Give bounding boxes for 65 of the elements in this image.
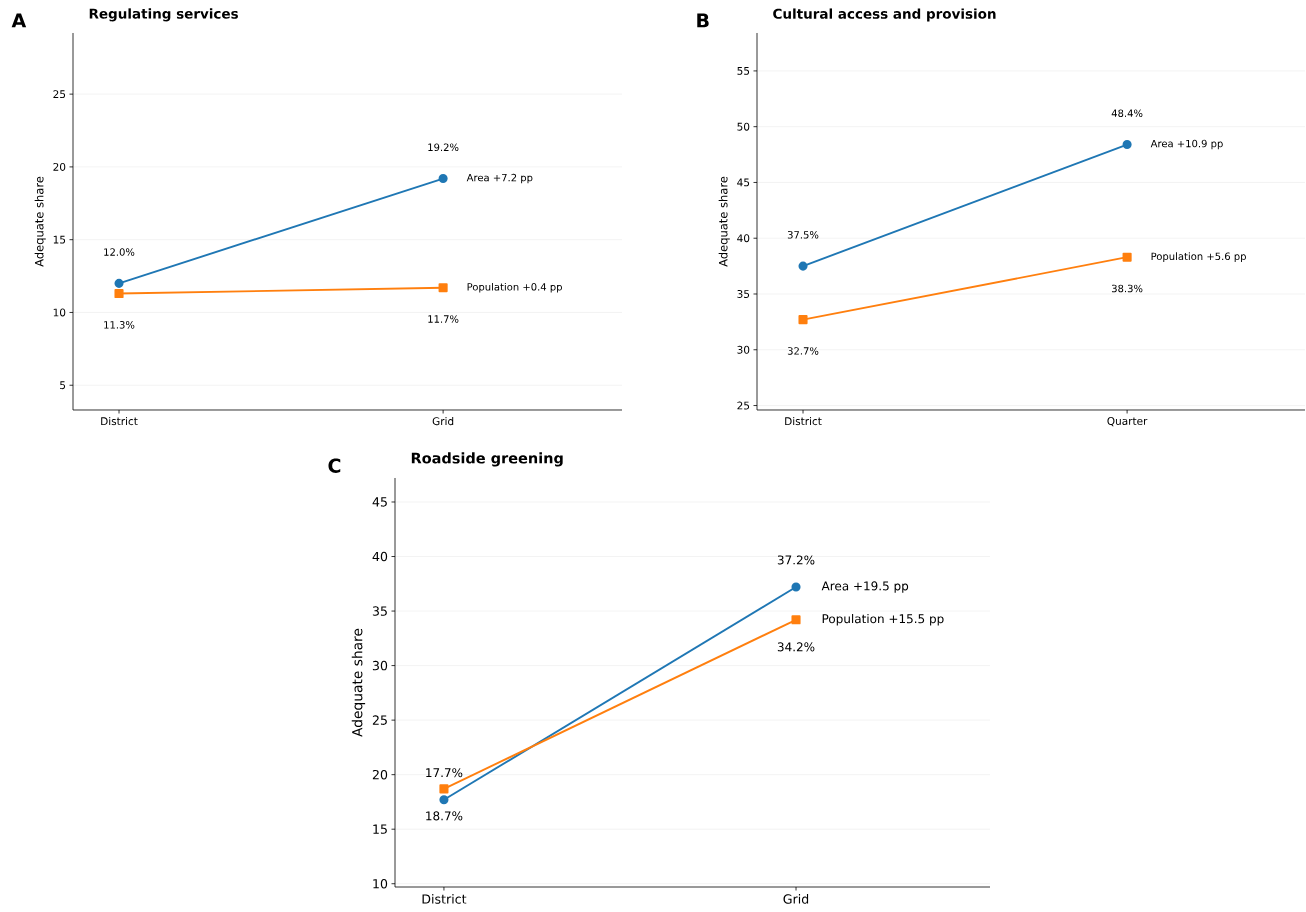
x-tick-label: Grid [432, 417, 454, 426]
text: A [11, 13, 27, 28]
y-tick-label: 10 [373, 878, 388, 889]
data-label: 37.2% [777, 555, 815, 565]
point [1122, 252, 1132, 262]
data-label: 32.7% [787, 347, 819, 355]
y-tick-label: 15 [53, 235, 66, 244]
chart-title: Regulating services [89, 8, 238, 22]
y-tick-label: 50 [737, 122, 750, 131]
point [791, 582, 801, 592]
data-label: 17.7% [426, 768, 463, 778]
point [438, 174, 448, 184]
point [798, 315, 808, 325]
x-tick-label: District [785, 417, 822, 426]
annotation: Area +19.5 pp [821, 581, 909, 593]
y-tick-label: 20 [372, 769, 388, 780]
y-tick-label: 25 [737, 401, 750, 410]
y-tick-label: 15 [373, 824, 387, 834]
y-axis-title: Adequate share [351, 628, 366, 737]
annotation: Population +5.6 pp [1151, 252, 1246, 263]
y-tick-label: 25 [372, 715, 387, 725]
data-label: 38.3% [1111, 284, 1143, 293]
y-tick-label: 20 [53, 162, 66, 171]
y-tick-label: 30 [372, 660, 388, 671]
data-label: 11.7% [428, 315, 459, 323]
x-tick-label: District [422, 894, 467, 904]
y-tick-label: 25 [53, 90, 66, 99]
text: C [328, 458, 341, 473]
annotation: Area +10.9 pp [1150, 139, 1223, 150]
y-tick-label: 10 [53, 308, 66, 317]
chart-title: Cultural access and provision [773, 8, 996, 22]
x-tick-label: Grid [783, 894, 809, 904]
point [114, 278, 124, 288]
data-label: 19.2% [428, 143, 459, 152]
data-label: 37.5% [787, 231, 819, 239]
chart-title: Roadside greening [411, 452, 563, 467]
point [798, 261, 808, 271]
y-tick-label: 40 [737, 234, 750, 243]
point [114, 289, 124, 299]
data-label: 12.0% [104, 248, 135, 256]
text: B [697, 13, 709, 28]
y-tick-label: 35 [737, 290, 750, 298]
y-tick-label: 5 [60, 381, 66, 390]
x-tick-label: District [101, 417, 138, 426]
data-label: 48.4% [1111, 109, 1143, 118]
data-label: 11.3% [104, 321, 135, 329]
point [439, 784, 449, 794]
y-tick-label: 35 [372, 606, 387, 616]
point [439, 795, 449, 805]
annotation: Population +15.5 pp [822, 613, 944, 626]
data-label: 18.7% [426, 811, 463, 821]
x-tick-label: Quarter [1107, 417, 1148, 427]
y-axis-title: Adequate share [718, 176, 730, 267]
y-tick-label: 55 [737, 67, 750, 75]
y-tick-label: 45 [737, 178, 750, 187]
point [438, 283, 448, 293]
point [791, 615, 801, 625]
point [1122, 139, 1132, 150]
data-label: 34.2% [777, 642, 815, 652]
y-tick-label: 30 [737, 345, 750, 354]
y-axis-title: Adequate share [34, 176, 46, 267]
annotation: Population +0.4 pp [467, 282, 562, 293]
y-tick-label: 45 [372, 497, 387, 507]
annotation: Area +7.2 pp [466, 173, 533, 184]
y-tick-label: 40 [372, 551, 388, 562]
